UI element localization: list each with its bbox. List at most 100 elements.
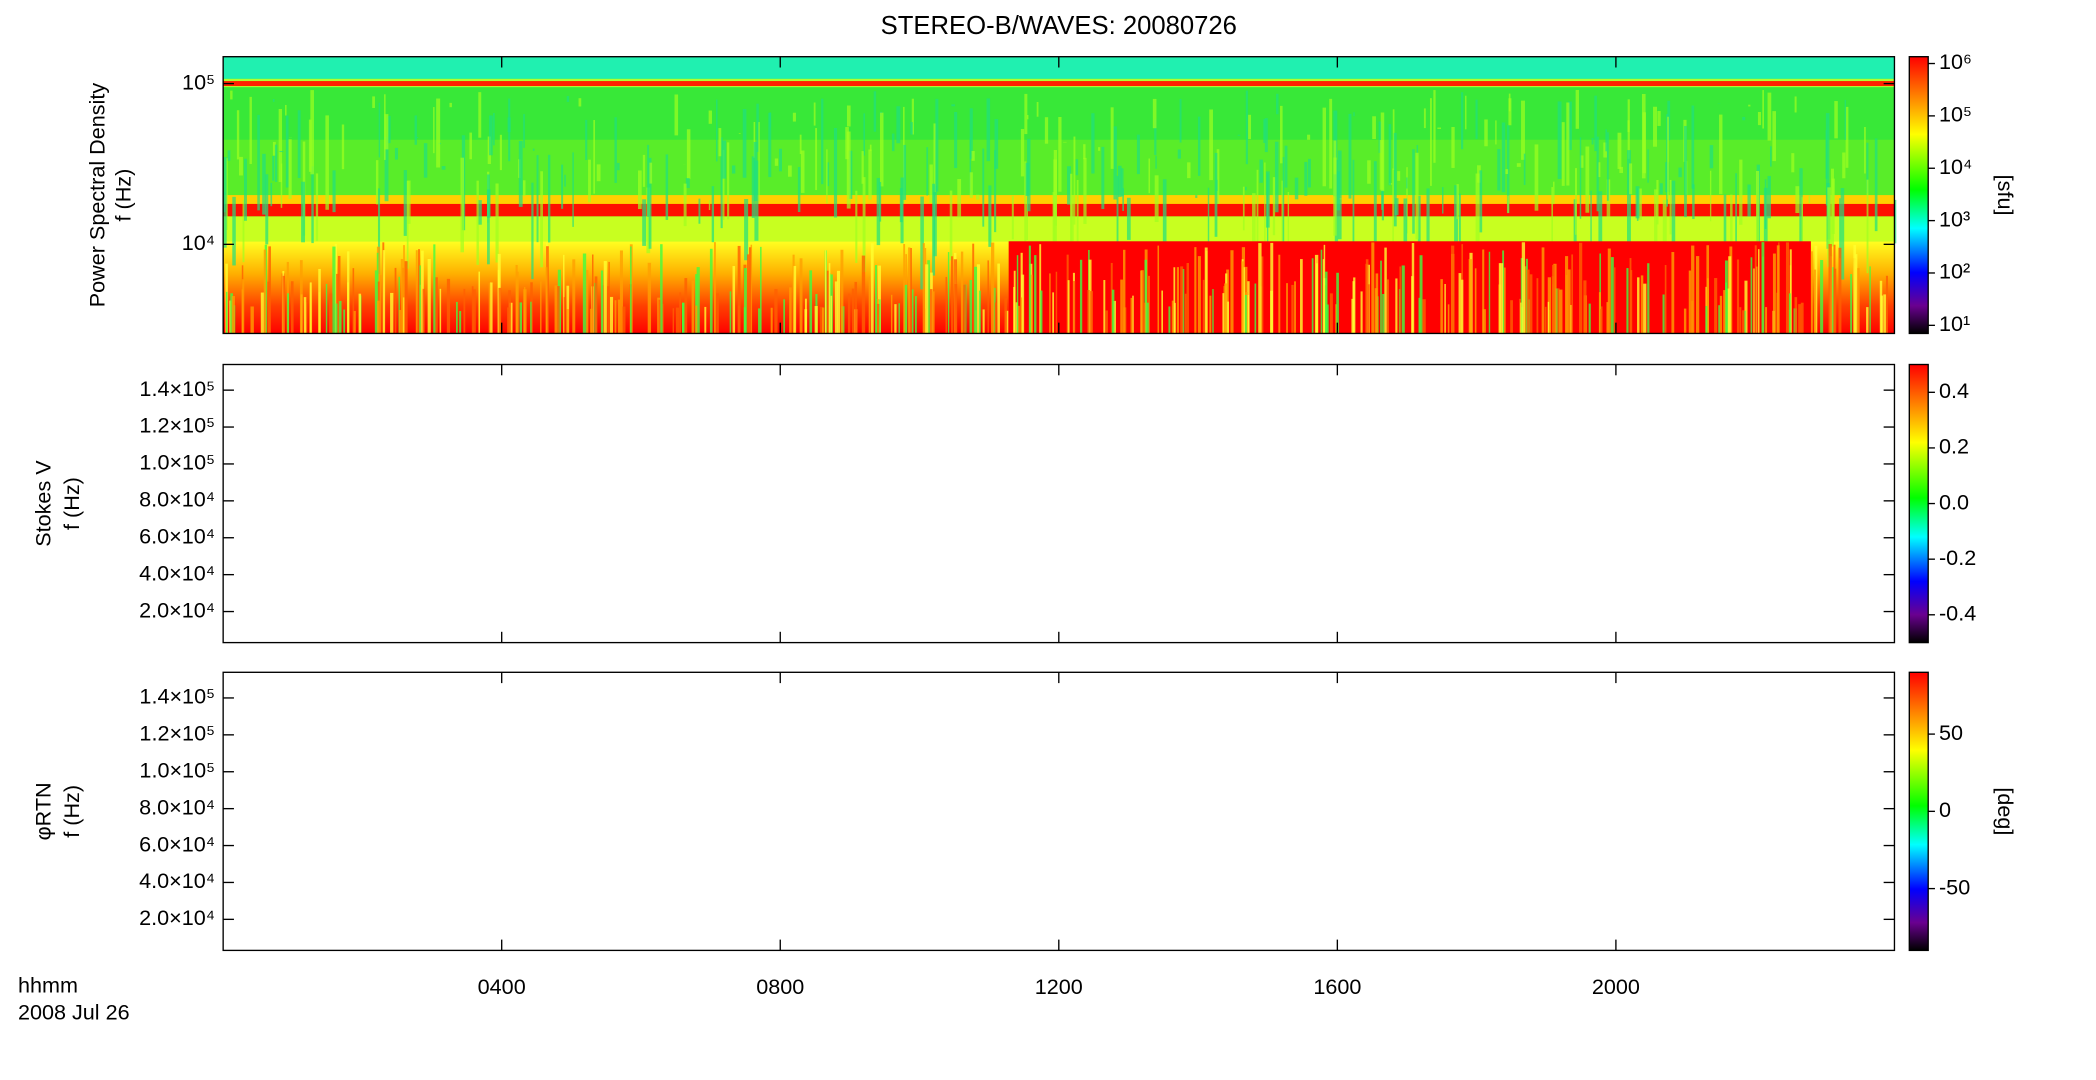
spectrogram-texture xyxy=(1179,98,1182,143)
colorbar-tick-label: 0 xyxy=(1939,797,1951,822)
spectrogram-texture xyxy=(1157,245,1160,334)
spectrogram-texture xyxy=(1520,302,1522,334)
spectrogram-texture xyxy=(1475,173,1480,256)
spectrogram-texture xyxy=(407,180,411,224)
spectrogram-texture xyxy=(1230,250,1234,334)
spectrogram-texture xyxy=(1280,105,1283,164)
spectrogram-texture xyxy=(1709,170,1712,222)
colorbar-tick-label: 0.4 xyxy=(1939,378,1969,403)
spectrogram-texture xyxy=(1130,297,1133,334)
spectrogram-texture xyxy=(622,306,626,334)
y-axis-label: φRTN xyxy=(31,782,56,840)
spectrogram-texture xyxy=(1552,264,1555,334)
spectrogram-texture xyxy=(774,289,778,334)
spectrogram-texture xyxy=(1145,302,1149,334)
spectrogram-texture xyxy=(1184,293,1187,334)
spectrogram-texture xyxy=(1791,153,1795,173)
spectrogram-texture xyxy=(789,287,792,334)
spectrogram-texture xyxy=(1765,307,1768,334)
spectrogram-texture xyxy=(459,311,462,334)
spectrogram-texture xyxy=(225,158,228,230)
spectrogram-texture xyxy=(1883,294,1887,334)
spectrogram-texture xyxy=(1040,290,1043,334)
spectrogram-texture xyxy=(1529,274,1533,334)
spectrogram-texture xyxy=(311,166,314,244)
spectrogram-texture xyxy=(1117,165,1122,197)
spectrogram-texture xyxy=(1547,277,1551,334)
spectrogram-texture xyxy=(609,296,614,334)
spectrogram-texture xyxy=(1834,101,1838,139)
spectrogram-texture xyxy=(272,98,275,102)
spectrogram-texture xyxy=(1565,256,1569,334)
spectrogram-texture xyxy=(262,153,266,215)
spectrogram-texture xyxy=(1144,259,1148,334)
spectrogram-texture xyxy=(531,182,534,280)
spectrogram-texture xyxy=(910,122,913,135)
spectrogram-texture xyxy=(227,150,231,161)
spectrogram-texture xyxy=(879,181,882,222)
spectrogram-texture xyxy=(334,243,337,334)
spectrogram-texture xyxy=(1794,297,1798,334)
spectrogram-texture xyxy=(423,143,428,178)
spectrogram-texture xyxy=(486,189,491,218)
spectrogram-texture xyxy=(347,251,350,334)
spectrogram-texture xyxy=(303,297,307,334)
spectrogram-texture xyxy=(1536,278,1539,334)
spectrogram-texture xyxy=(547,154,551,243)
spectrogram-texture xyxy=(1161,290,1163,334)
spectrogram-texture xyxy=(1028,245,1031,334)
spectrogram-texture xyxy=(614,300,617,334)
spectrogram-band xyxy=(223,203,1895,217)
spectrogram-texture xyxy=(1656,179,1659,225)
spectrogram-texture xyxy=(896,106,901,144)
spectrogram-texture xyxy=(1272,177,1276,236)
spectrogram-texture xyxy=(1636,188,1639,221)
spectrogram-texture xyxy=(278,109,283,183)
spectrogram-texture xyxy=(821,307,825,334)
spectrogram-texture xyxy=(1263,119,1266,143)
spectrogram-texture xyxy=(738,133,741,134)
spectrogram-texture xyxy=(953,259,958,334)
spectrogram-texture xyxy=(341,124,345,170)
spectrogram-texture xyxy=(1475,99,1478,139)
spectrogram-texture xyxy=(472,289,476,334)
colorbar-tick-label: 10² xyxy=(1939,259,1970,284)
spectrogram-texture xyxy=(1594,95,1597,152)
spectrogram-texture xyxy=(660,244,663,334)
y-tick-label: 2.0×10⁴ xyxy=(139,597,215,622)
y-tick-label: 4.0×10⁴ xyxy=(139,868,215,893)
colorbar-tick-label: 50 xyxy=(1939,720,1963,745)
spectrogram-texture xyxy=(929,164,933,203)
spectrogram-texture xyxy=(1083,144,1086,160)
spectrogram-texture xyxy=(607,286,610,334)
spectrogram-texture xyxy=(1683,308,1687,334)
spectrogram-texture xyxy=(1723,194,1727,276)
spectrogram-texture xyxy=(846,131,851,209)
spectrogram-texture xyxy=(1825,130,1828,179)
spectrogram-texture xyxy=(400,259,404,334)
spectrogram-texture xyxy=(1320,249,1323,334)
spectrogram-texture xyxy=(1695,256,1700,334)
spectrogram-texture xyxy=(648,157,652,249)
spectrogram-texture xyxy=(390,292,394,334)
spectrogram-texture xyxy=(855,190,858,263)
spectrogram-texture xyxy=(846,105,851,127)
spectrogram-texture xyxy=(753,122,756,158)
spectrogram-texture xyxy=(1555,288,1559,334)
spectrogram-band xyxy=(223,81,1895,87)
spectrogram-texture xyxy=(747,254,750,334)
spectrogram-texture xyxy=(236,110,240,160)
x-tick-label: 0800 xyxy=(756,974,804,999)
colorbar-tick-label: 0.2 xyxy=(1939,434,1969,459)
spectrogram-texture xyxy=(1667,116,1669,200)
spectrogram-texture xyxy=(792,112,796,122)
spectrogram-texture xyxy=(828,263,831,334)
spectrogram-texture xyxy=(1103,280,1106,334)
spectrogram-texture xyxy=(343,309,346,334)
spectrogram-texture xyxy=(1242,186,1245,231)
spectrogram-texture xyxy=(969,172,973,198)
spectrogram-texture xyxy=(873,91,877,132)
spectrogram-texture xyxy=(868,149,872,200)
spectrogram-texture xyxy=(679,292,682,334)
spectrogram-texture xyxy=(1579,242,1583,334)
